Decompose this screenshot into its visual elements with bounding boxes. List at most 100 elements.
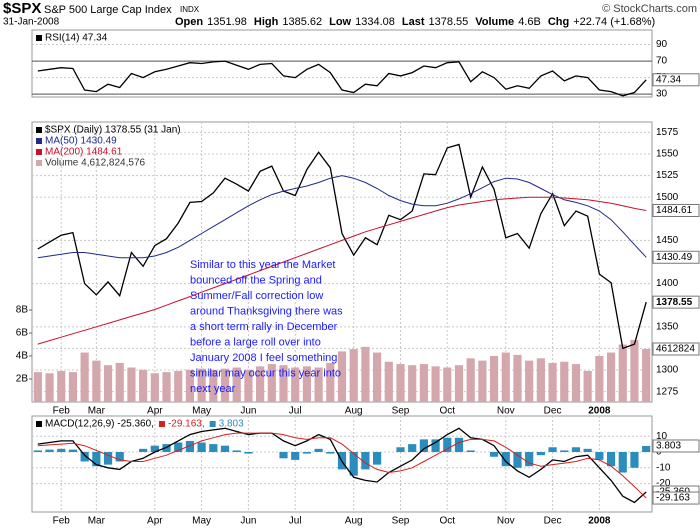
histogram-bar [595, 452, 604, 460]
volume-bar [57, 370, 66, 402]
x-tick-label: Nov [497, 516, 515, 527]
volume-bar [501, 352, 510, 402]
x-tick-label: Aug [345, 406, 363, 417]
value-tag [652, 73, 700, 87]
x-tick-label: Nov [497, 406, 515, 417]
annotation: around Thanksgiving there was [190, 305, 343, 317]
histogram-bar [630, 452, 639, 468]
x-tick-label: Dec [544, 516, 562, 527]
volume-bar [525, 360, 534, 402]
histogram-bar [548, 447, 557, 452]
histogram-bar [139, 448, 148, 452]
volume-bar [127, 367, 136, 402]
histogram-bar [361, 452, 370, 470]
histogram-bar [396, 447, 405, 452]
annotation: a short term rally in December [190, 321, 338, 333]
volume-bar [384, 361, 393, 402]
volume-bar [302, 366, 311, 402]
x-tick-label: Mar [88, 516, 106, 527]
value-tag-label: 1430.49 [656, 252, 693, 263]
x-tick-label: Dec [544, 406, 562, 417]
series-line [37, 175, 647, 259]
quote-value: 1351.98 [207, 16, 247, 28]
histogram-bar [536, 452, 545, 456]
series-line [37, 60, 647, 97]
quote-value: 4.6B [518, 16, 541, 28]
quote-value: +22.74 (+1.68%) [573, 16, 655, 28]
volume-bar [466, 358, 475, 402]
value-tag [652, 250, 700, 264]
annotation: next year [190, 383, 236, 395]
histogram-bar [373, 452, 382, 465]
value-tag-label: 1484.61 [656, 205, 693, 216]
volume-bar [478, 360, 487, 402]
x-tick-label: Mar [88, 406, 106, 417]
x-tick-label: Oct [440, 516, 456, 527]
volume-bar [150, 373, 159, 402]
volume-bar [244, 369, 253, 402]
y-tick-label: 1275 [656, 386, 679, 397]
volume-bar [349, 349, 358, 402]
volume-bar [419, 364, 428, 402]
histogram-bar [489, 452, 499, 457]
annotation: similar may occur this year into [190, 367, 341, 379]
histogram-bar [454, 437, 464, 452]
legend-entry: MA(200) 1484.61 [45, 147, 123, 158]
x-tick-label: Apr [147, 516, 163, 527]
volume-bar [68, 372, 78, 402]
legend-entry: $SPX (Daily) 1378.55 (31 Jan) [45, 125, 181, 136]
histogram-bar [431, 439, 440, 452]
histogram-bar [560, 450, 569, 452]
y-tick-label: 10 [656, 431, 668, 442]
y-tick-label: 1300 [656, 365, 679, 376]
y-tick-label: 1550 [656, 149, 679, 160]
quote-value: 1385.62 [282, 16, 322, 28]
y-tick-label: 70 [656, 56, 668, 67]
volume-bar [408, 365, 417, 402]
legend-swatch [36, 138, 42, 144]
volume-bar [606, 352, 616, 402]
series-line [37, 196, 647, 345]
volume-bar [139, 369, 148, 402]
exchange: INDX [180, 5, 200, 14]
y-tick-label: 1450 [656, 235, 679, 246]
legend-swatch [209, 421, 216, 427]
histogram-bar [232, 450, 241, 452]
volume-bar [92, 360, 101, 402]
volume-bar [185, 369, 195, 402]
volume-bar [630, 339, 639, 402]
volume-bar [396, 364, 405, 402]
legend-swatch [36, 421, 42, 427]
x-tick-label: Oct [440, 406, 456, 417]
histogram-bar [583, 448, 592, 452]
histogram-bar [606, 452, 616, 467]
volume-bar [583, 370, 592, 402]
histogram-bar [642, 445, 651, 452]
x-tick-label: Jul [289, 406, 302, 417]
x-tick-label: Sep [392, 516, 410, 527]
x-tick-label: Apr [147, 406, 163, 417]
histogram-bar [185, 440, 195, 452]
legend-entry: MACD(12,26,9) -25.360, [45, 419, 154, 430]
value-tag [652, 342, 700, 356]
legend-entry: RSI(14) 47.34 [45, 33, 108, 44]
volume-bar [326, 362, 335, 402]
histogram-bar [150, 445, 159, 452]
volume-bar [267, 364, 276, 402]
x-tick-label: Jul [289, 516, 302, 527]
y2-tick-label: 4B [16, 351, 29, 362]
volume-bar [80, 352, 89, 402]
series-line [37, 432, 647, 499]
y-tick-label: 1500 [656, 192, 679, 203]
histogram-bar [220, 445, 230, 452]
legend-entry: 3.803 [219, 419, 244, 430]
volume-bar [489, 356, 499, 402]
histogram-bar [57, 448, 66, 452]
index-name: S&P 500 Large Cap Index [44, 4, 172, 16]
volume-bar [279, 365, 288, 402]
y2-tick-label: 6B [16, 328, 29, 339]
histogram-bar [419, 439, 428, 452]
histogram-bar [45, 449, 54, 452]
x-tick-label: 2008 [588, 516, 611, 527]
